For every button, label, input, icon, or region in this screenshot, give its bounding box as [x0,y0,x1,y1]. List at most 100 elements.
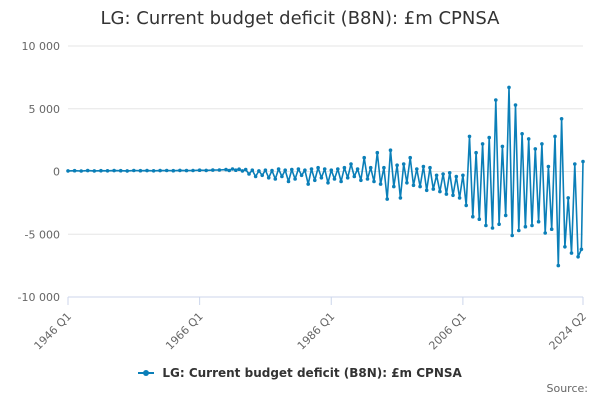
data-point[interactable] [66,169,70,173]
data-point[interactable] [365,177,370,181]
data-point[interactable] [385,197,390,201]
data-point[interactable] [352,174,357,179]
data-point[interactable] [112,168,116,173]
data-point[interactable] [243,167,248,172]
data-point[interactable] [368,165,373,170]
data-point[interactable] [266,176,271,180]
data-point[interactable] [510,233,514,238]
data-point[interactable] [556,263,561,268]
data-point[interactable] [309,167,314,171]
data-point[interactable] [296,167,301,171]
data-point[interactable] [487,135,492,140]
data-point[interactable] [349,162,353,166]
data-point[interactable] [474,150,478,155]
data-point[interactable] [250,168,255,172]
data-point[interactable] [224,167,228,172]
data-point[interactable] [178,168,182,173]
data-point[interactable] [164,168,169,173]
series-line-0[interactable] [67,86,584,267]
data-point[interactable] [540,142,544,146]
data-point[interactable] [138,168,143,173]
data-point[interactable] [322,167,327,171]
data-point[interactable] [72,168,77,173]
data-point[interactable] [543,231,547,235]
data-point[interactable] [494,98,498,102]
data-point[interactable] [260,173,265,178]
data-point[interactable] [421,164,426,169]
data-point[interactable] [342,165,347,170]
data-point[interactable] [79,169,83,173]
data-point[interactable] [536,219,541,224]
data-point[interactable] [566,196,570,200]
data-point[interactable] [227,168,231,173]
data-point[interactable] [184,168,189,173]
data-point[interactable] [520,132,524,136]
data-point[interactable] [105,169,110,173]
data-point[interactable] [253,174,258,179]
data-point[interactable] [299,173,304,178]
data-point[interactable] [431,187,436,191]
legend[interactable]: LG: Current budget deficit (B8N): £m CPN… [0,366,600,380]
data-point[interactable] [270,168,274,173]
data-point[interactable] [204,168,208,173]
data-point[interactable] [438,189,442,194]
data-point[interactable] [461,173,465,178]
data-point[interactable] [240,169,245,173]
data-point[interactable] [559,117,564,121]
data-point[interactable] [405,181,409,185]
data-point[interactable] [573,162,577,166]
data-point[interactable] [306,182,311,186]
data-point[interactable] [329,168,334,172]
data-point[interactable] [191,168,195,173]
data-point[interactable] [395,163,399,167]
data-point[interactable] [118,168,123,173]
data-point[interactable] [490,226,495,230]
data-point[interactable] [392,184,396,189]
data-point[interactable] [286,179,291,184]
data-point[interactable] [457,196,462,200]
data-point[interactable] [263,168,268,172]
data-point[interactable] [507,85,511,90]
data-point[interactable] [316,165,320,170]
data-point[interactable] [151,169,156,173]
data-point[interactable] [563,245,567,249]
data-point[interactable] [546,164,551,169]
data-point[interactable] [444,192,449,196]
data-point[interactable] [500,144,505,149]
data-point[interactable] [303,168,307,172]
data-point[interactable] [467,134,472,139]
data-point[interactable] [332,177,337,181]
data-point[interactable] [581,159,585,164]
data-point[interactable] [85,168,90,173]
data-point[interactable] [355,167,360,171]
data-point[interactable] [125,169,129,173]
data-point[interactable] [257,169,261,173]
data-point[interactable] [197,168,202,172]
data-point[interactable] [428,165,432,170]
data-point[interactable] [158,168,162,173]
data-point[interactable] [503,213,508,218]
data-point[interactable] [293,177,297,181]
data-point[interactable] [290,167,294,172]
data-point[interactable] [484,223,488,228]
data-point[interactable] [398,196,403,200]
data-point[interactable] [99,168,103,173]
data-point[interactable] [477,217,482,221]
data-point[interactable] [339,179,343,184]
data-point[interactable] [247,172,251,176]
data-point[interactable] [145,168,149,173]
data-point[interactable] [418,184,422,189]
data-point[interactable] [336,167,340,171]
data-point[interactable] [132,168,136,173]
data-point[interactable] [411,183,416,188]
data-point[interactable] [388,148,393,152]
data-point[interactable] [480,142,485,146]
data-point[interactable] [362,155,367,160]
data-point[interactable] [273,177,278,181]
data-point[interactable] [280,174,284,179]
data-point[interactable] [447,171,452,175]
data-point[interactable] [553,134,557,139]
data-point[interactable] [408,155,413,160]
data-point[interactable] [378,182,383,186]
data-point[interactable] [451,193,455,198]
